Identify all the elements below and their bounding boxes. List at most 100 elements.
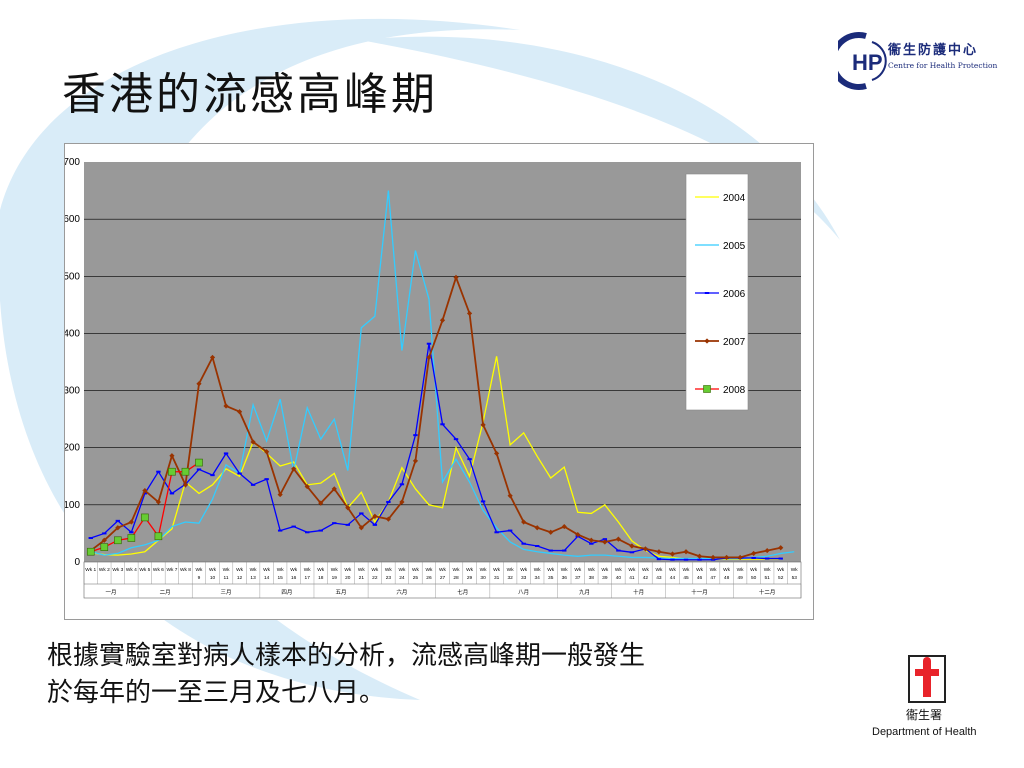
series-2007 — [88, 274, 784, 561]
caption-line-1: 根據實驗室對病人樣本的分析，流感高峰期一般發生 — [47, 641, 646, 671]
caption-line-2: 於每年的一至三月及七八月。 — [47, 678, 386, 708]
data-point — [277, 529, 283, 532]
month-label: 十月 — [633, 588, 644, 596]
data-point — [616, 549, 621, 552]
data-point — [399, 499, 405, 505]
data-point — [642, 546, 649, 552]
y-tick-label: 600 — [65, 214, 80, 225]
legend-marker — [704, 292, 710, 294]
series-2008 — [86, 458, 203, 556]
x-tick-label: Wk 47 — [710, 567, 718, 581]
data-point — [318, 529, 323, 532]
data-point — [440, 423, 445, 426]
month-label: 六月 — [396, 588, 407, 596]
data-point — [575, 531, 581, 538]
data-point — [480, 422, 486, 428]
legend-label: 2007 — [723, 337, 746, 348]
x-tick-label: Wk 37 — [574, 567, 582, 581]
x-tick-label: Wk 45 — [683, 567, 691, 581]
data-point — [710, 554, 716, 561]
legend-box — [685, 173, 749, 411]
series-line-2005 — [90, 190, 795, 560]
data-point — [372, 513, 378, 519]
x-tick-label: Wk 14 — [263, 567, 271, 581]
x-tick-label: Wk 5 — [139, 567, 150, 573]
y-tick-label: 300 — [65, 386, 80, 397]
y-tick-label: 500 — [65, 271, 80, 282]
data-point — [723, 554, 730, 561]
x-tick-label: Wk 28 — [453, 567, 461, 581]
data-point — [88, 537, 93, 539]
series-2006 — [88, 342, 783, 561]
data-point — [467, 458, 472, 461]
x-tick-label: Wk 49 — [737, 567, 745, 581]
month-label: 九月 — [579, 588, 590, 596]
month-label: 八月 — [518, 589, 529, 596]
month-label: 二月 — [160, 589, 171, 596]
x-tick-label: Wk 35 — [547, 567, 555, 581]
data-point — [548, 549, 553, 552]
legend: 2004 2005 2006 2007 2008 — [685, 173, 749, 411]
x-tick-label: Wk 26 — [426, 567, 434, 581]
data-point — [115, 525, 121, 531]
data-point — [291, 525, 296, 528]
data-point — [223, 452, 229, 455]
data-point — [181, 467, 190, 476]
x-tick-label: Wk 22 — [371, 567, 379, 581]
legend-marker — [704, 338, 710, 344]
data-point — [697, 558, 702, 561]
x-tick-label: Wk 8 — [180, 567, 191, 573]
data-point — [359, 512, 364, 515]
series-line-2006 — [90, 343, 781, 561]
x-tick-label: Wk 16 — [290, 567, 298, 581]
x-tick-label: Wk 43 — [655, 567, 663, 581]
data-point — [305, 531, 310, 534]
y-tick-label: 700 — [65, 157, 80, 168]
y-tick-label: 200 — [65, 443, 80, 454]
y-tick-label: 0 — [74, 557, 80, 568]
data-point — [250, 483, 256, 486]
data-point — [656, 549, 662, 555]
data-point — [264, 449, 270, 455]
data-point — [127, 534, 136, 542]
x-tick-label: Wk 52 — [777, 567, 785, 581]
data-point — [101, 537, 107, 543]
data-point — [669, 551, 676, 557]
data-point — [751, 550, 757, 557]
data-point — [670, 558, 675, 561]
data-point — [494, 531, 499, 534]
data-point — [358, 525, 364, 531]
data-point — [237, 472, 242, 475]
month-label: 七月 — [457, 588, 468, 596]
x-tick-label: Wk 34 — [534, 567, 542, 581]
series-2004 — [90, 356, 781, 560]
x-tick-label: Wk 33 — [520, 567, 528, 581]
month-label: 一月 — [106, 589, 117, 596]
data-point — [656, 558, 662, 561]
x-tick-label: Wk 48 — [723, 567, 731, 581]
data-point — [534, 545, 540, 547]
data-point — [236, 409, 243, 415]
data-point — [548, 529, 554, 535]
data-point — [291, 466, 297, 472]
series-2005 — [90, 190, 795, 560]
data-point — [182, 482, 189, 488]
x-tick-label: Wk 7 — [166, 567, 177, 573]
data-point — [332, 522, 337, 525]
x-axis-table — [83, 561, 802, 599]
data-point — [210, 474, 215, 477]
data-point — [345, 523, 351, 526]
x-tick-label: Wk 51 — [764, 567, 772, 581]
x-tick-label: Wk 18 — [317, 567, 325, 581]
month-label: 三月 — [221, 589, 232, 596]
series-lines — [86, 190, 795, 561]
y-tick-label: 400 — [65, 328, 80, 339]
month-label: 十二月 — [759, 588, 776, 596]
data-point — [480, 500, 486, 503]
x-tick-label: Wk 38 — [588, 567, 596, 581]
data-point — [102, 532, 107, 535]
data-point — [304, 483, 310, 490]
doh-logo-frame — [908, 655, 946, 703]
x-tick-label: Wk 32 — [507, 567, 515, 581]
